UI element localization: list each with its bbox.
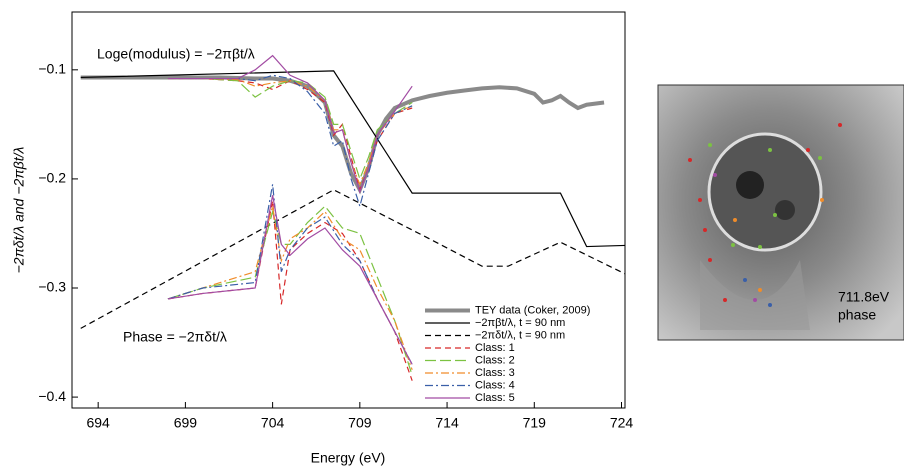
legend-label: Class: 2	[475, 354, 515, 366]
legend-label: −2πδt/λ, t = 90 nm	[475, 329, 565, 341]
x-axis-label: Energy (eV)	[311, 450, 386, 466]
legend-label: Class: 3	[475, 367, 515, 379]
y-tick-label: −0.3	[38, 279, 66, 295]
legend-label: Class: 5	[475, 392, 515, 404]
x-tick-label: 694	[86, 415, 110, 431]
y-tick-label: −0.2	[38, 170, 66, 186]
y-tick-label: −0.1	[38, 61, 66, 77]
x-tick-label: 704	[261, 415, 285, 431]
legend-label: Class: 4	[475, 379, 515, 391]
series-line	[168, 75, 412, 364]
y-tick-label: −0.4	[38, 388, 66, 404]
x-tick-label: 714	[435, 415, 459, 431]
legend-label: −2πβt/λ, t = 90 nm	[475, 317, 565, 329]
page: {"chart_data":{"type":"line","x_label":"…	[0, 0, 904, 469]
legend-label: TEY data (Coker, 2009)	[475, 304, 590, 316]
annotation: Loge(modulus) = −2πβt/λ	[97, 46, 255, 62]
x-tick-label: 724	[610, 415, 634, 431]
image-label: phase	[838, 307, 876, 323]
image-label: 711.8eV	[838, 289, 890, 305]
x-tick-label: 719	[523, 415, 547, 431]
figure: 711.8eV phase Energy (eV) −2πδt/λ and −2…	[0, 0, 904, 469]
legend-label: Class: 1	[475, 342, 515, 354]
series-line	[81, 77, 604, 189]
series-line	[168, 56, 412, 365]
annotation: Phase = −2πδt/λ	[123, 329, 227, 345]
x-tick-label: 709	[348, 415, 372, 431]
x-tick-label: 699	[174, 415, 198, 431]
series-line	[168, 79, 412, 370]
y-axis-label: −2πδt/λ and −2πβt/λ	[11, 147, 27, 274]
plot-frame	[72, 12, 625, 408]
